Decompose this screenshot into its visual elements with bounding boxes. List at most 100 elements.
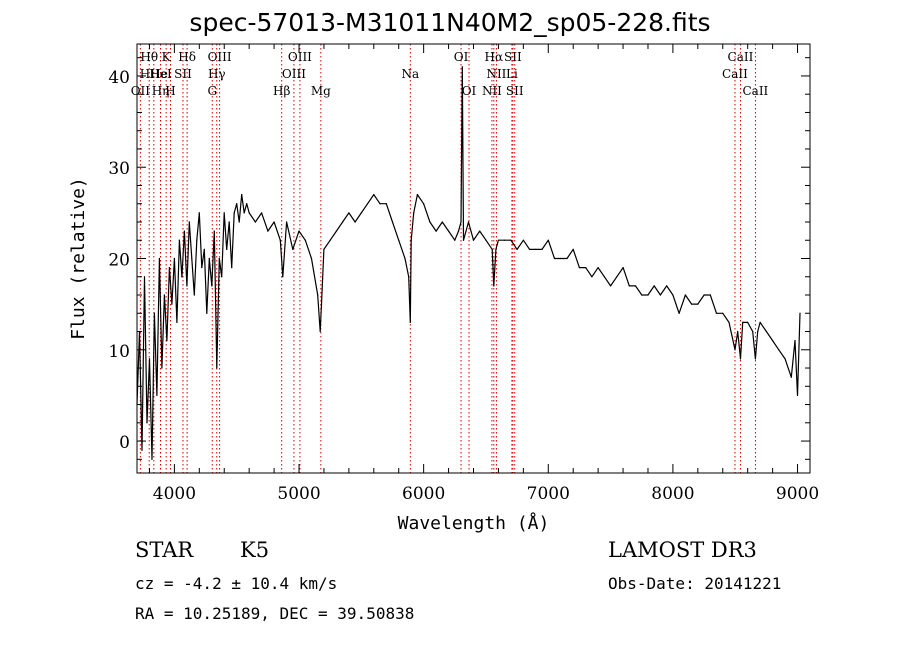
data-point (715, 312, 718, 314)
y-tick-label-30: 30 (108, 159, 130, 179)
data-point (163, 294, 166, 296)
data-point (385, 203, 387, 205)
data-point (158, 257, 161, 260)
data-point (248, 212, 250, 214)
data-point (285, 221, 288, 223)
data-point (156, 394, 158, 397)
data-point (238, 221, 240, 223)
data-point (153, 312, 156, 314)
data-point (373, 194, 375, 196)
data-point (634, 285, 637, 287)
data-point (203, 248, 205, 250)
line-label-3: Hη (152, 84, 170, 98)
line-label-10: Hγ (208, 67, 226, 81)
data-point (528, 248, 531, 250)
data-point (241, 194, 243, 196)
data-point (198, 212, 200, 214)
x-tick-label-6000: 6000 (402, 484, 445, 504)
data-point (409, 321, 411, 323)
line-label-8: Hδ (178, 50, 196, 64)
data-point (647, 294, 649, 296)
line-label-23: NII (482, 84, 502, 98)
data-point (173, 257, 175, 260)
data-point (398, 239, 400, 241)
data-point (379, 203, 381, 205)
data-point (495, 248, 497, 250)
data-point (413, 212, 415, 214)
data-point (591, 276, 593, 278)
observation-date: Obs-Date: 20141221 (608, 574, 782, 593)
data-point (754, 358, 757, 360)
spectral-line-markers (139, 44, 756, 473)
data-point (146, 422, 148, 424)
data-point (211, 285, 213, 287)
data-point (462, 239, 465, 241)
data-point (228, 221, 230, 223)
series-line-flux (136, 66, 801, 460)
data-point (697, 303, 699, 305)
data-point (765, 330, 767, 333)
data-point (757, 330, 759, 333)
redshift-cz: cz = -4.2 ± 10.4 km/s (135, 574, 338, 593)
data-point (191, 257, 193, 260)
line-label-24: SII (506, 84, 524, 98)
data-point (141, 449, 143, 451)
data-point (739, 358, 742, 360)
data-point (703, 294, 705, 296)
data-point (267, 230, 269, 232)
data-point (628, 285, 630, 287)
data-point (323, 248, 325, 250)
line-label-22: Li (506, 67, 518, 81)
data-point (578, 267, 581, 269)
data-point (292, 248, 294, 250)
data-point (790, 376, 792, 378)
data-point (236, 203, 238, 205)
survey-name: LAMOST DR3 (608, 538, 757, 562)
data-point (148, 358, 151, 360)
data-point (678, 312, 680, 314)
data-point (772, 340, 774, 342)
data-point (799, 312, 801, 314)
line-label-11: G (207, 84, 217, 98)
data-point (171, 303, 173, 305)
data-point (218, 257, 220, 260)
data-point (609, 285, 612, 287)
data-point (208, 257, 210, 260)
data-point (181, 276, 183, 278)
line-label-13: OIII (282, 67, 306, 81)
line-label-6: SII (174, 67, 192, 81)
x-tick-label-8000: 8000 (651, 484, 694, 504)
line-label-18: OI (462, 84, 477, 98)
data-point (354, 221, 356, 223)
y-tick-label-20: 20 (108, 251, 130, 271)
data-point (206, 312, 208, 314)
data-point (460, 221, 462, 223)
x-tick-label-5000: 5000 (277, 484, 320, 504)
data-point (304, 239, 306, 241)
data-point (298, 230, 300, 232)
data-point (491, 248, 493, 250)
flux-series (136, 66, 801, 460)
x-tick-label-4000: 4000 (153, 484, 196, 504)
data-point (282, 276, 284, 278)
data-point (193, 294, 195, 296)
y-tick-label-40: 40 (108, 68, 130, 88)
data-point (461, 66, 463, 68)
data-point (470, 230, 472, 232)
data-point (778, 349, 780, 351)
data-point (166, 340, 168, 342)
data-point (457, 230, 460, 232)
data-point (243, 212, 245, 214)
line-label-5: HeI (149, 67, 172, 81)
data-point (366, 203, 369, 205)
line-label-0: Hθ (140, 50, 158, 64)
x-axis-label: Wavelength (Å) (398, 512, 550, 534)
data-point (226, 248, 228, 250)
data-point (603, 276, 605, 278)
x-tick-label-9000: 9000 (776, 484, 819, 504)
data-point (553, 257, 556, 260)
data-point (497, 239, 500, 241)
data-point (178, 239, 180, 241)
data-point (221, 276, 223, 278)
data-point (320, 303, 323, 305)
